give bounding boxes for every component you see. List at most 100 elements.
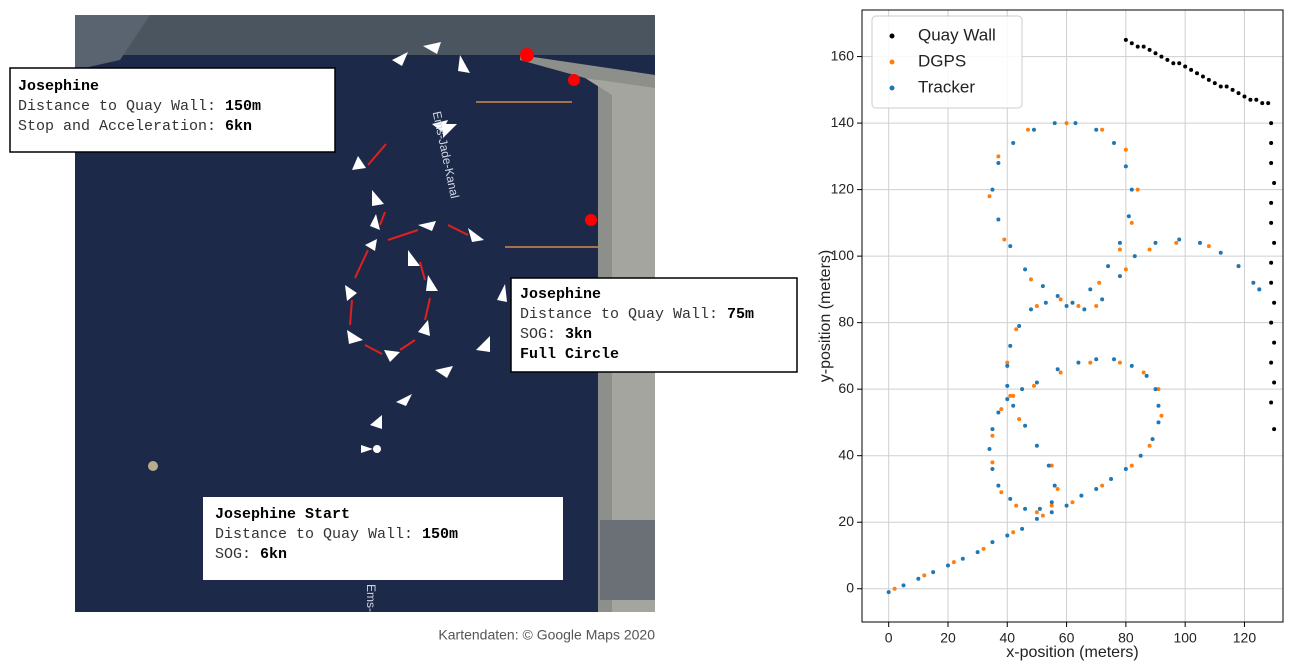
point (1159, 414, 1163, 418)
line-value: 3kn (565, 326, 592, 343)
point (1079, 494, 1083, 498)
point (1059, 371, 1063, 375)
point (1088, 287, 1092, 291)
point (1047, 464, 1051, 468)
point (1032, 384, 1036, 388)
point (1151, 437, 1155, 441)
point (1041, 514, 1045, 518)
point (893, 587, 897, 591)
point (1237, 264, 1241, 268)
point (1260, 101, 1264, 105)
point (1035, 381, 1039, 385)
point (952, 560, 956, 564)
point (1127, 214, 1131, 218)
line-value: 6kn (225, 118, 252, 135)
point (990, 188, 994, 192)
point (1026, 128, 1030, 132)
point (990, 540, 994, 544)
point (1198, 241, 1202, 245)
point (1118, 247, 1122, 251)
point (1130, 364, 1134, 368)
line-label: Stop and Acceleration: (18, 118, 216, 135)
y-tick-label: 60 (838, 380, 854, 396)
point (1008, 344, 1012, 348)
point (1023, 507, 1027, 511)
point (1029, 307, 1033, 311)
point (1124, 467, 1128, 471)
point (1133, 254, 1137, 258)
point (999, 407, 1003, 411)
point (1020, 527, 1024, 531)
line-label: Distance to Quay Wall: (215, 526, 413, 543)
point (1136, 45, 1140, 49)
point (1142, 371, 1146, 375)
point (1097, 281, 1101, 285)
point (1071, 301, 1075, 305)
point (982, 547, 986, 551)
point (1272, 427, 1276, 431)
line-label: Distance to Quay Wall: (520, 306, 718, 323)
point (1005, 364, 1009, 368)
point (1065, 304, 1069, 308)
point (1076, 304, 1080, 308)
line-value: 150m (225, 98, 261, 115)
point (1118, 274, 1122, 278)
point (1073, 121, 1077, 125)
point (1023, 424, 1027, 428)
point (1207, 244, 1211, 248)
point (1269, 201, 1273, 205)
point (1100, 297, 1104, 301)
point (1100, 484, 1104, 488)
caption: Kartendaten: © Google Maps 2020 (438, 627, 655, 643)
point (1050, 510, 1054, 514)
point (1065, 504, 1069, 508)
point (961, 557, 965, 561)
point (996, 218, 1000, 222)
box-title: Josephine (18, 78, 99, 95)
point (1195, 71, 1199, 75)
point (996, 161, 1000, 165)
point (1254, 98, 1258, 102)
point (1165, 58, 1169, 62)
point (1056, 487, 1060, 491)
point (1029, 277, 1033, 281)
point (922, 573, 926, 577)
point (1118, 241, 1122, 245)
point (1038, 507, 1042, 511)
y-tick-label: 140 (831, 114, 855, 130)
point (1237, 91, 1241, 95)
line-value: 150m (422, 526, 458, 543)
x-tick-label: 20 (940, 630, 956, 646)
point (1008, 497, 1012, 501)
point (1269, 281, 1273, 285)
legend-marker (890, 34, 895, 39)
point (1251, 281, 1255, 285)
point (1183, 65, 1187, 69)
point (1269, 361, 1273, 365)
line-label: SOG: (215, 546, 251, 563)
point (1156, 420, 1160, 424)
point (1257, 287, 1261, 291)
point (1269, 321, 1273, 325)
point (1154, 387, 1158, 391)
point (1071, 500, 1075, 504)
point (1219, 251, 1223, 255)
point (1017, 324, 1021, 328)
point (1154, 241, 1158, 245)
point (1248, 98, 1252, 102)
box-line: Distance to Quay Wall: 150m (215, 526, 458, 543)
point (996, 154, 1000, 158)
point (887, 590, 891, 594)
point (1082, 307, 1086, 311)
x-tick-label: 120 (1233, 630, 1257, 646)
y-tick-label: 120 (831, 180, 855, 196)
point (976, 550, 980, 554)
point (1014, 504, 1018, 508)
point (1035, 510, 1039, 514)
point (1017, 417, 1021, 421)
box-title: Josephine Start (215, 506, 350, 523)
figure: Ems-Jade-Kanal Ems- Kartendaten: © Googl… (0, 0, 1291, 662)
legend-label: Quay Wall (918, 25, 996, 44)
line-label: Distance to Quay Wall: (18, 98, 216, 115)
point (1118, 361, 1122, 365)
